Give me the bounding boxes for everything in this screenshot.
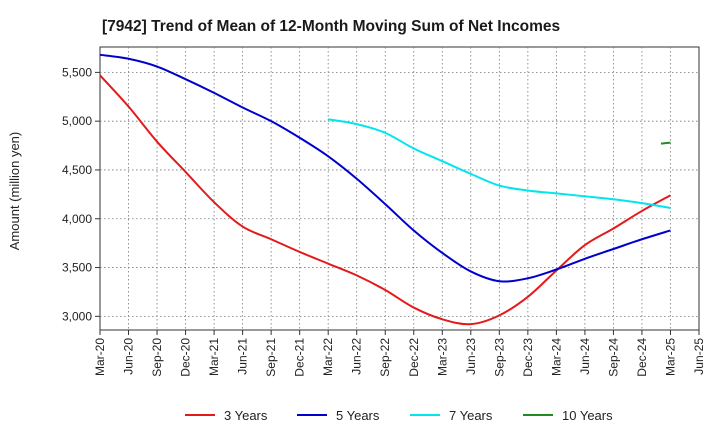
x-tick-label: Mar-22 bbox=[321, 338, 335, 376]
x-tick-label: Mar-25 bbox=[663, 338, 677, 376]
legend-label-3-years: 3 Years bbox=[224, 408, 268, 423]
x-tick-label: Mar-21 bbox=[207, 338, 221, 376]
x-tick-label: Dec-21 bbox=[293, 338, 307, 377]
series-line-7-years bbox=[328, 118, 671, 210]
y-tick-label: 3,000 bbox=[62, 309, 92, 323]
x-tick-label: Sep-20 bbox=[150, 338, 164, 377]
x-tick-label: Dec-24 bbox=[635, 338, 649, 377]
plot-area bbox=[99, 46, 700, 331]
x-tick-label: Sep-24 bbox=[606, 338, 620, 377]
series-line-10-years bbox=[660, 141, 671, 145]
grid bbox=[100, 47, 699, 330]
x-tick-label: Dec-22 bbox=[407, 338, 421, 377]
y-tick-label: 5,500 bbox=[62, 65, 92, 79]
x-tick-label: Jun-21 bbox=[236, 338, 250, 375]
x-tick-label: Jun-20 bbox=[122, 338, 136, 375]
x-tick-label: Jun-24 bbox=[578, 338, 592, 375]
x-tick-label: Sep-21 bbox=[264, 338, 278, 377]
chart-title: [7942] Trend of Mean of 12-Month Moving … bbox=[102, 18, 560, 35]
y-axis-label: Amount (million yen) bbox=[7, 132, 22, 251]
x-tick-label: Sep-22 bbox=[378, 338, 392, 377]
y-tick-label: 4,500 bbox=[62, 163, 92, 177]
x-tick-label: Dec-20 bbox=[179, 338, 193, 377]
x-axis-ticks: Mar-20 Jun-20 Sep-20 Dec-20 Mar-21 Jun-21 Sep-… bbox=[93, 330, 706, 377]
x-tick-label: Sep-23 bbox=[492, 338, 506, 377]
y-tick-label: 3,500 bbox=[62, 261, 92, 275]
legend-label-10-years: 10 Years bbox=[562, 408, 613, 423]
y-tick-label: 4,000 bbox=[62, 212, 92, 226]
series-line-3-years bbox=[99, 74, 671, 326]
series-line-5-years bbox=[99, 53, 671, 283]
x-tick-label: Mar-24 bbox=[549, 338, 563, 376]
x-tick-label: Jun-23 bbox=[464, 338, 478, 375]
legend-label-7-years: 7 Years bbox=[449, 408, 493, 423]
legend: 3 Years 5 Years 7 Years 10 Years bbox=[185, 408, 613, 423]
y-tick-label: 5,000 bbox=[62, 114, 92, 128]
x-tick-label: Jun-25 bbox=[692, 338, 706, 375]
y-axis-ticks: 3,000 3,500 4,000 4,500 5,000 5,500 bbox=[62, 65, 100, 323]
series-lines bbox=[99, 53, 671, 326]
x-tick-label: Dec-23 bbox=[521, 338, 535, 377]
x-tick-label: Mar-20 bbox=[93, 338, 107, 376]
legend-label-5-years: 5 Years bbox=[336, 408, 380, 423]
x-tick-label: Jun-22 bbox=[350, 338, 364, 375]
x-tick-label: Mar-23 bbox=[435, 338, 449, 376]
